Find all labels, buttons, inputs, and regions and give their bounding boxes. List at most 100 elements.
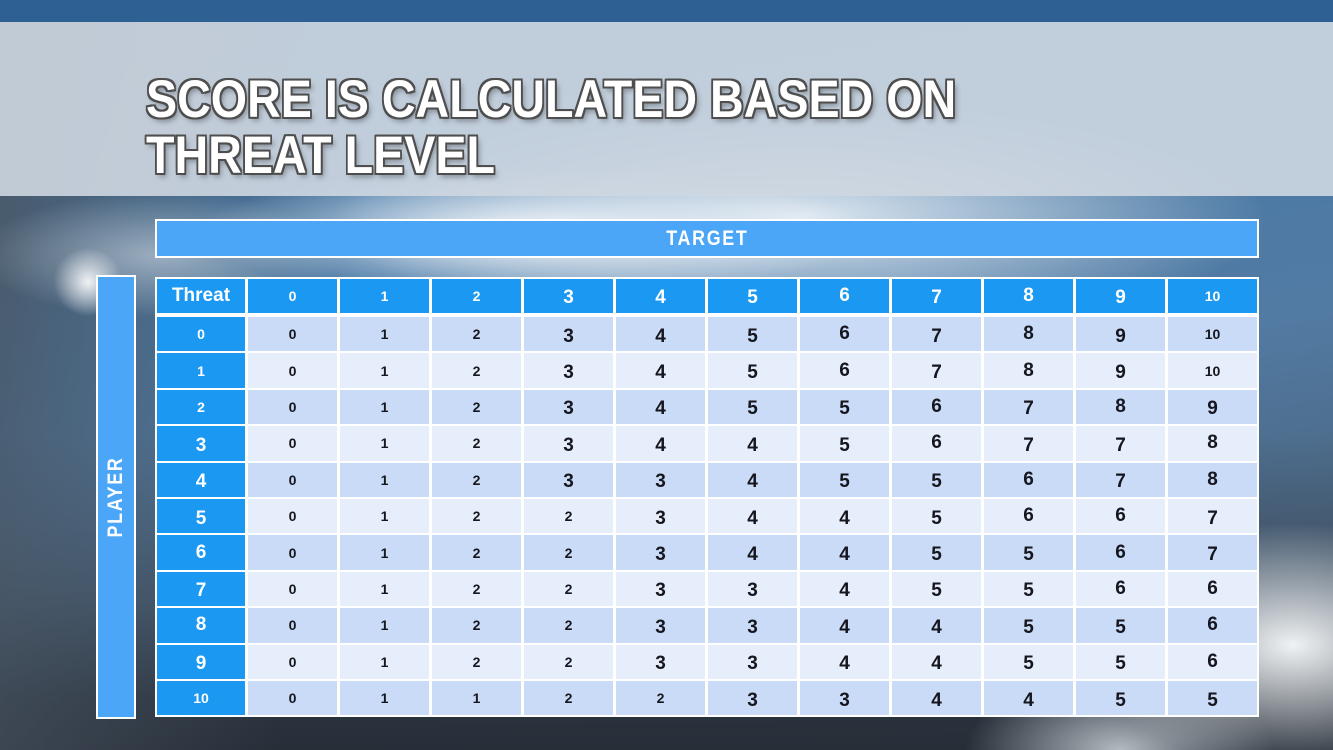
score-cell-threat7-target1: 1	[340, 571, 429, 607]
score-cell-threat7-target10: 6	[1168, 571, 1257, 607]
threat-row-header-4: 4	[157, 462, 245, 497]
score-cell-threat7-target4: 3	[616, 571, 705, 607]
score-cell-threat6-target6: 4	[800, 535, 889, 570]
score-cell-threat3-target3: 3	[524, 426, 613, 461]
score-cell-threat9-target2: 2	[432, 644, 521, 679]
score-cell-threat10-target3: 2	[524, 680, 613, 716]
score-cell-threat8-target6: 4	[800, 608, 889, 643]
score-cell-threat9-target10: 6	[1168, 644, 1257, 679]
score-cell-threat5-target0: 0	[248, 498, 337, 534]
score-cell-threat10-target2: 1	[432, 680, 521, 716]
score-cell-threat5-target8: 6	[984, 498, 1073, 534]
score-cell-threat8-target8: 5	[984, 608, 1073, 643]
threat-row-header-1: 1	[157, 353, 245, 388]
score-cell-threat0-target2: 2	[432, 317, 521, 352]
score-cell-threat9-target6: 4	[800, 644, 889, 679]
player-axis-label: PLAYER	[104, 456, 127, 538]
score-cell-threat10-target1: 1	[340, 680, 429, 716]
threat-row-header-7: 7	[157, 571, 245, 607]
score-cell-threat2-target1: 1	[340, 389, 429, 425]
top-accent-strip	[0, 0, 1333, 22]
target-axis-label: TARGET	[665, 226, 749, 250]
score-cell-threat7-target9: 6	[1076, 571, 1165, 607]
score-cell-threat1-target7: 7	[892, 353, 981, 388]
score-cell-threat0-target4: 4	[616, 317, 705, 352]
title-line-1: SCORE IS CALCULATED BASED ON	[146, 70, 957, 129]
score-cell-threat3-target2: 2	[432, 426, 521, 461]
score-cell-threat8-target1: 1	[340, 608, 429, 643]
score-cell-threat8-target4: 3	[616, 608, 705, 643]
threat-row-header-3: 3	[157, 426, 245, 461]
score-cell-threat4-target7: 5	[892, 462, 981, 497]
score-cell-threat4-target9: 7	[1076, 462, 1165, 497]
score-cell-threat8-target9: 5	[1076, 608, 1165, 643]
score-cell-threat9-target8: 5	[984, 644, 1073, 679]
score-cell-threat1-target8: 8	[984, 353, 1073, 388]
score-cell-threat6-target2: 2	[432, 535, 521, 570]
score-cell-threat2-target5: 5	[708, 389, 797, 425]
score-cell-threat2-target0: 0	[248, 389, 337, 425]
score-cell-threat3-target6: 5	[800, 426, 889, 461]
target-axis-header: TARGET	[155, 219, 1259, 258]
score-cell-threat8-target10: 6	[1168, 608, 1257, 643]
score-cell-threat8-target0: 0	[248, 608, 337, 643]
score-cell-threat4-target5: 4	[708, 462, 797, 497]
score-cell-threat2-target4: 4	[616, 389, 705, 425]
score-cell-threat9-target3: 2	[524, 644, 613, 679]
score-cell-threat6-target10: 7	[1168, 535, 1257, 570]
score-cell-threat10-target10: 5	[1168, 680, 1257, 716]
score-cell-threat10-target5: 3	[708, 680, 797, 716]
target-header-cell-4: 4	[616, 279, 705, 313]
target-header-cell-8: 8	[984, 279, 1073, 313]
score-cell-threat2-target2: 2	[432, 389, 521, 425]
score-cell-threat9-target1: 1	[340, 644, 429, 679]
score-cell-threat10-target7: 4	[892, 680, 981, 716]
score-cell-threat7-target2: 2	[432, 571, 521, 607]
score-cell-threat6-target4: 3	[616, 535, 705, 570]
score-cell-threat5-target6: 4	[800, 498, 889, 534]
score-cell-threat9-target9: 5	[1076, 644, 1165, 679]
target-header-cell-5: 5	[708, 279, 797, 313]
score-cell-threat1-target0: 0	[248, 353, 337, 388]
slide-title: SCORE IS CALCULATED BASED ON THREAT LEVEL	[146, 72, 956, 184]
score-cell-threat5-target10: 7	[1168, 498, 1257, 534]
score-cell-threat0-target8: 8	[984, 317, 1073, 352]
score-cell-threat1-target5: 5	[708, 353, 797, 388]
score-cell-threat10-target4: 2	[616, 680, 705, 716]
score-cell-threat9-target5: 3	[708, 644, 797, 679]
score-cell-threat7-target7: 5	[892, 571, 981, 607]
score-cell-threat3-target4: 4	[616, 426, 705, 461]
score-cell-threat6-target1: 1	[340, 535, 429, 570]
score-cell-threat10-target8: 4	[984, 680, 1073, 716]
score-cell-threat4-target6: 5	[800, 462, 889, 497]
score-cell-threat4-target2: 2	[432, 462, 521, 497]
score-cell-threat3-target1: 1	[340, 426, 429, 461]
score-cell-threat10-target9: 5	[1076, 680, 1165, 716]
score-cell-threat1-target6: 6	[800, 353, 889, 388]
player-axis-header: PLAYER	[96, 275, 136, 719]
score-cell-threat4-target4: 3	[616, 462, 705, 497]
score-cell-threat1-target4: 4	[616, 353, 705, 388]
score-cell-threat7-target0: 0	[248, 571, 337, 607]
score-cell-threat0-target5: 5	[708, 317, 797, 352]
score-cell-threat6-target5: 4	[708, 535, 797, 570]
score-cell-threat8-target2: 2	[432, 608, 521, 643]
score-cell-threat4-target1: 1	[340, 462, 429, 497]
score-cell-threat7-target6: 4	[800, 571, 889, 607]
score-cell-threat6-target3: 2	[524, 535, 613, 570]
threat-row-header-5: 5	[157, 498, 245, 534]
score-cell-threat2-target6: 5	[800, 389, 889, 425]
score-cell-threat3-target7: 6	[892, 426, 981, 461]
target-header-cell-2: 2	[432, 279, 521, 313]
